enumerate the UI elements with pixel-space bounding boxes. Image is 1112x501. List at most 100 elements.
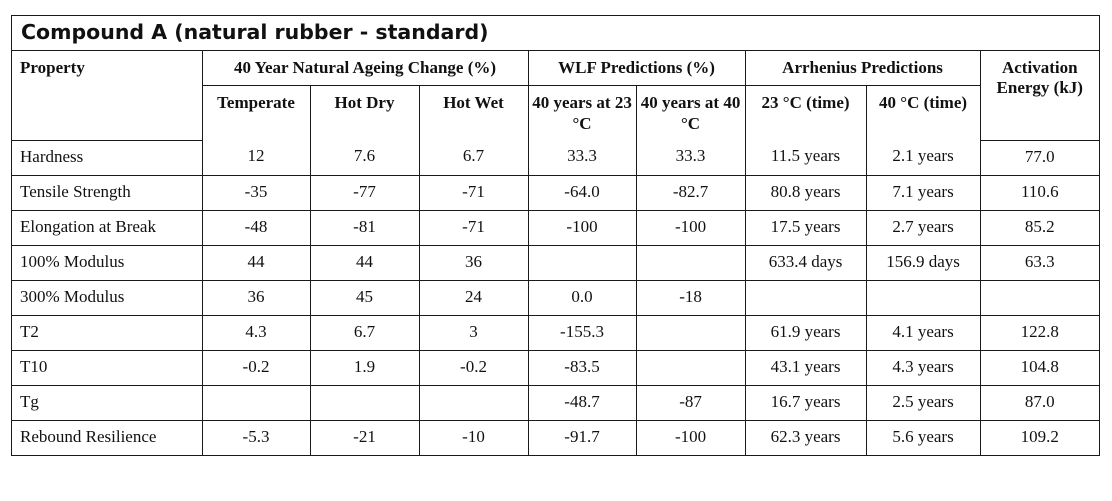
- table-title: Compound A (natural rubber - standard): [12, 16, 1099, 51]
- cell-property: Hardness: [12, 140, 203, 176]
- cell-property: 300% Modulus: [12, 279, 203, 316]
- cell-activation-energy: 109.2: [979, 419, 1099, 455]
- cell-arrhenius-23: 80.8 years: [744, 174, 867, 211]
- cell-wlf-40: -87: [635, 384, 746, 421]
- cell-hot-wet: 36: [418, 244, 529, 281]
- cell-hot-dry: 45: [309, 279, 420, 316]
- cell-arrhenius-40: 2.5 years: [865, 384, 981, 421]
- cell-arrhenius-23: 11.5 years: [744, 140, 867, 176]
- cell-activation-energy: 77.0: [979, 140, 1099, 176]
- cell-wlf-23: -64.0: [527, 174, 637, 211]
- cell-hot-wet: -0.2: [418, 349, 529, 386]
- header-arrhenius: Arrhenius Predictions: [744, 51, 981, 86]
- header-arrhenius-23: 23 °C (time): [744, 84, 867, 140]
- cell-temperate: 12: [201, 140, 311, 176]
- cell-arrhenius-40: 156.9 days: [865, 244, 981, 281]
- cell-hot-dry: -21: [309, 419, 420, 455]
- cell-activation-energy: [979, 279, 1099, 316]
- cell-activation-energy: 104.8: [979, 349, 1099, 386]
- cell-arrhenius-40: 4.1 years: [865, 314, 981, 351]
- cell-temperate: 36: [201, 279, 311, 316]
- table-row: Tensile Strength -35 -77 -71 -64.0 -82.7 80.8 …: [12, 174, 1099, 211]
- cell-hot-dry: -81: [309, 209, 420, 246]
- cell-temperate: 4.3: [201, 314, 311, 351]
- cell-wlf-40: [635, 244, 746, 281]
- cell-hot-dry: 1.9: [309, 349, 420, 386]
- header-temperate: Temperate: [202, 84, 311, 140]
- table-row: Tg -48.7 -87 16.7 years 2.5 years 87.0: [12, 384, 1099, 421]
- table-row: T10 -0.2 1.9 -0.2 -83.5 43.1 years 4.3 years 10…: [12, 349, 1099, 386]
- cell-wlf-23: -155.3: [527, 314, 637, 351]
- table-row: T2 4.3 6.7 3 -155.3 61.9 years 4.1 years 122.8: [12, 314, 1099, 351]
- table-row: Hardness 12 7.6 6.7 33.3 33.3 11.5 years 2.1 ye…: [12, 140, 1099, 176]
- cell-activation-energy: 85.2: [979, 209, 1099, 246]
- cell-hot-dry: 6.7: [309, 314, 420, 351]
- cell-temperate: 44: [201, 244, 311, 281]
- ageing-data-table: Property 40 Year Natural Ageing Change (…: [12, 51, 1099, 455]
- cell-hot-dry: 7.6: [309, 140, 420, 176]
- cell-activation-energy: 63.3: [979, 244, 1099, 281]
- cell-activation-energy: 122.8: [979, 314, 1099, 351]
- cell-wlf-40: -100: [635, 209, 746, 246]
- header-wlf-23: 40 years at 23 °C: [527, 84, 637, 140]
- table-row: Rebound Resilience -5.3 -21 -10 -91.7 -100 62.…: [12, 419, 1099, 455]
- cell-property: Rebound Resilience: [12, 419, 203, 455]
- cell-arrhenius-40: 5.6 years: [865, 419, 981, 455]
- cell-arrhenius-23: [744, 279, 867, 316]
- cell-property: Elongation at Break: [12, 209, 203, 246]
- cell-hot-dry: 44: [309, 244, 420, 281]
- cell-arrhenius-40: 4.3 years: [865, 349, 981, 386]
- cell-wlf-40: -82.7: [635, 174, 746, 211]
- cell-wlf-40: 33.3: [635, 140, 746, 176]
- cell-hot-wet: -71: [418, 174, 529, 211]
- cell-hot-wet: [418, 384, 529, 421]
- cell-hot-wet: -10: [418, 419, 529, 455]
- cell-arrhenius-23: 62.3 years: [744, 419, 867, 455]
- cell-hot-dry: -77: [309, 174, 420, 211]
- cell-hot-wet: 3: [418, 314, 529, 351]
- cell-wlf-23: -91.7: [527, 419, 637, 455]
- table-row: Elongation at Break -48 -81 -71 -100 -100 17.5…: [12, 209, 1099, 246]
- cell-hot-wet: 24: [418, 279, 529, 316]
- cell-wlf-23: 0.0: [527, 279, 637, 316]
- cell-wlf-40: [635, 314, 746, 351]
- cell-property: Tensile Strength: [12, 174, 203, 211]
- header-activation-energy: Activation Energy (kJ): [979, 51, 1099, 141]
- cell-arrhenius-23: 43.1 years: [744, 349, 867, 386]
- cell-hot-wet: 6.7: [418, 140, 529, 176]
- header-hot-wet: Hot Wet: [418, 84, 529, 140]
- table-row: 100% Modulus 44 44 36 633.4 days 156.9 days 63…: [12, 244, 1099, 281]
- cell-arrhenius-23: 17.5 years: [744, 209, 867, 246]
- cell-temperate: -5.3: [201, 419, 311, 455]
- cell-wlf-23: -48.7: [527, 384, 637, 421]
- cell-arrhenius-23: 61.9 years: [744, 314, 867, 351]
- cell-property: Tg: [12, 384, 203, 421]
- cell-wlf-40: -18: [635, 279, 746, 316]
- cell-arrhenius-40: 7.1 years: [865, 174, 981, 211]
- cell-activation-energy: 87.0: [979, 384, 1099, 421]
- header-natural-ageing: 40 Year Natural Ageing Change (%): [201, 51, 529, 86]
- cell-temperate: -0.2: [201, 349, 311, 386]
- cell-property: T10: [12, 349, 203, 386]
- cell-temperate: -48: [201, 209, 311, 246]
- header-arrhenius-40: 40 °C (time): [865, 84, 981, 140]
- compound-table-frame: Compound A (natural rubber - standard) P…: [11, 15, 1100, 456]
- cell-temperate: -35: [201, 174, 311, 211]
- cell-property: T2: [12, 314, 203, 351]
- cell-wlf-40: -100: [635, 419, 746, 455]
- cell-hot-dry: [309, 384, 420, 421]
- cell-wlf-40: [635, 349, 746, 386]
- cell-wlf-23: 33.3: [527, 140, 637, 176]
- cell-arrhenius-40: 2.7 years: [865, 209, 981, 246]
- table-row: 300% Modulus 36 45 24 0.0 -18: [12, 279, 1099, 316]
- cell-wlf-23: -83.5: [527, 349, 637, 386]
- cell-activation-energy: 110.6: [979, 174, 1099, 211]
- cell-property: 100% Modulus: [12, 244, 203, 281]
- cell-arrhenius-40: 2.1 years: [865, 140, 981, 176]
- cell-hot-wet: -71: [418, 209, 529, 246]
- cell-wlf-23: -100: [527, 209, 637, 246]
- header-hot-dry: Hot Dry: [309, 84, 420, 140]
- cell-arrhenius-23: 16.7 years: [744, 384, 867, 421]
- cell-arrhenius-40: [865, 279, 981, 316]
- cell-arrhenius-23: 633.4 days: [744, 244, 867, 281]
